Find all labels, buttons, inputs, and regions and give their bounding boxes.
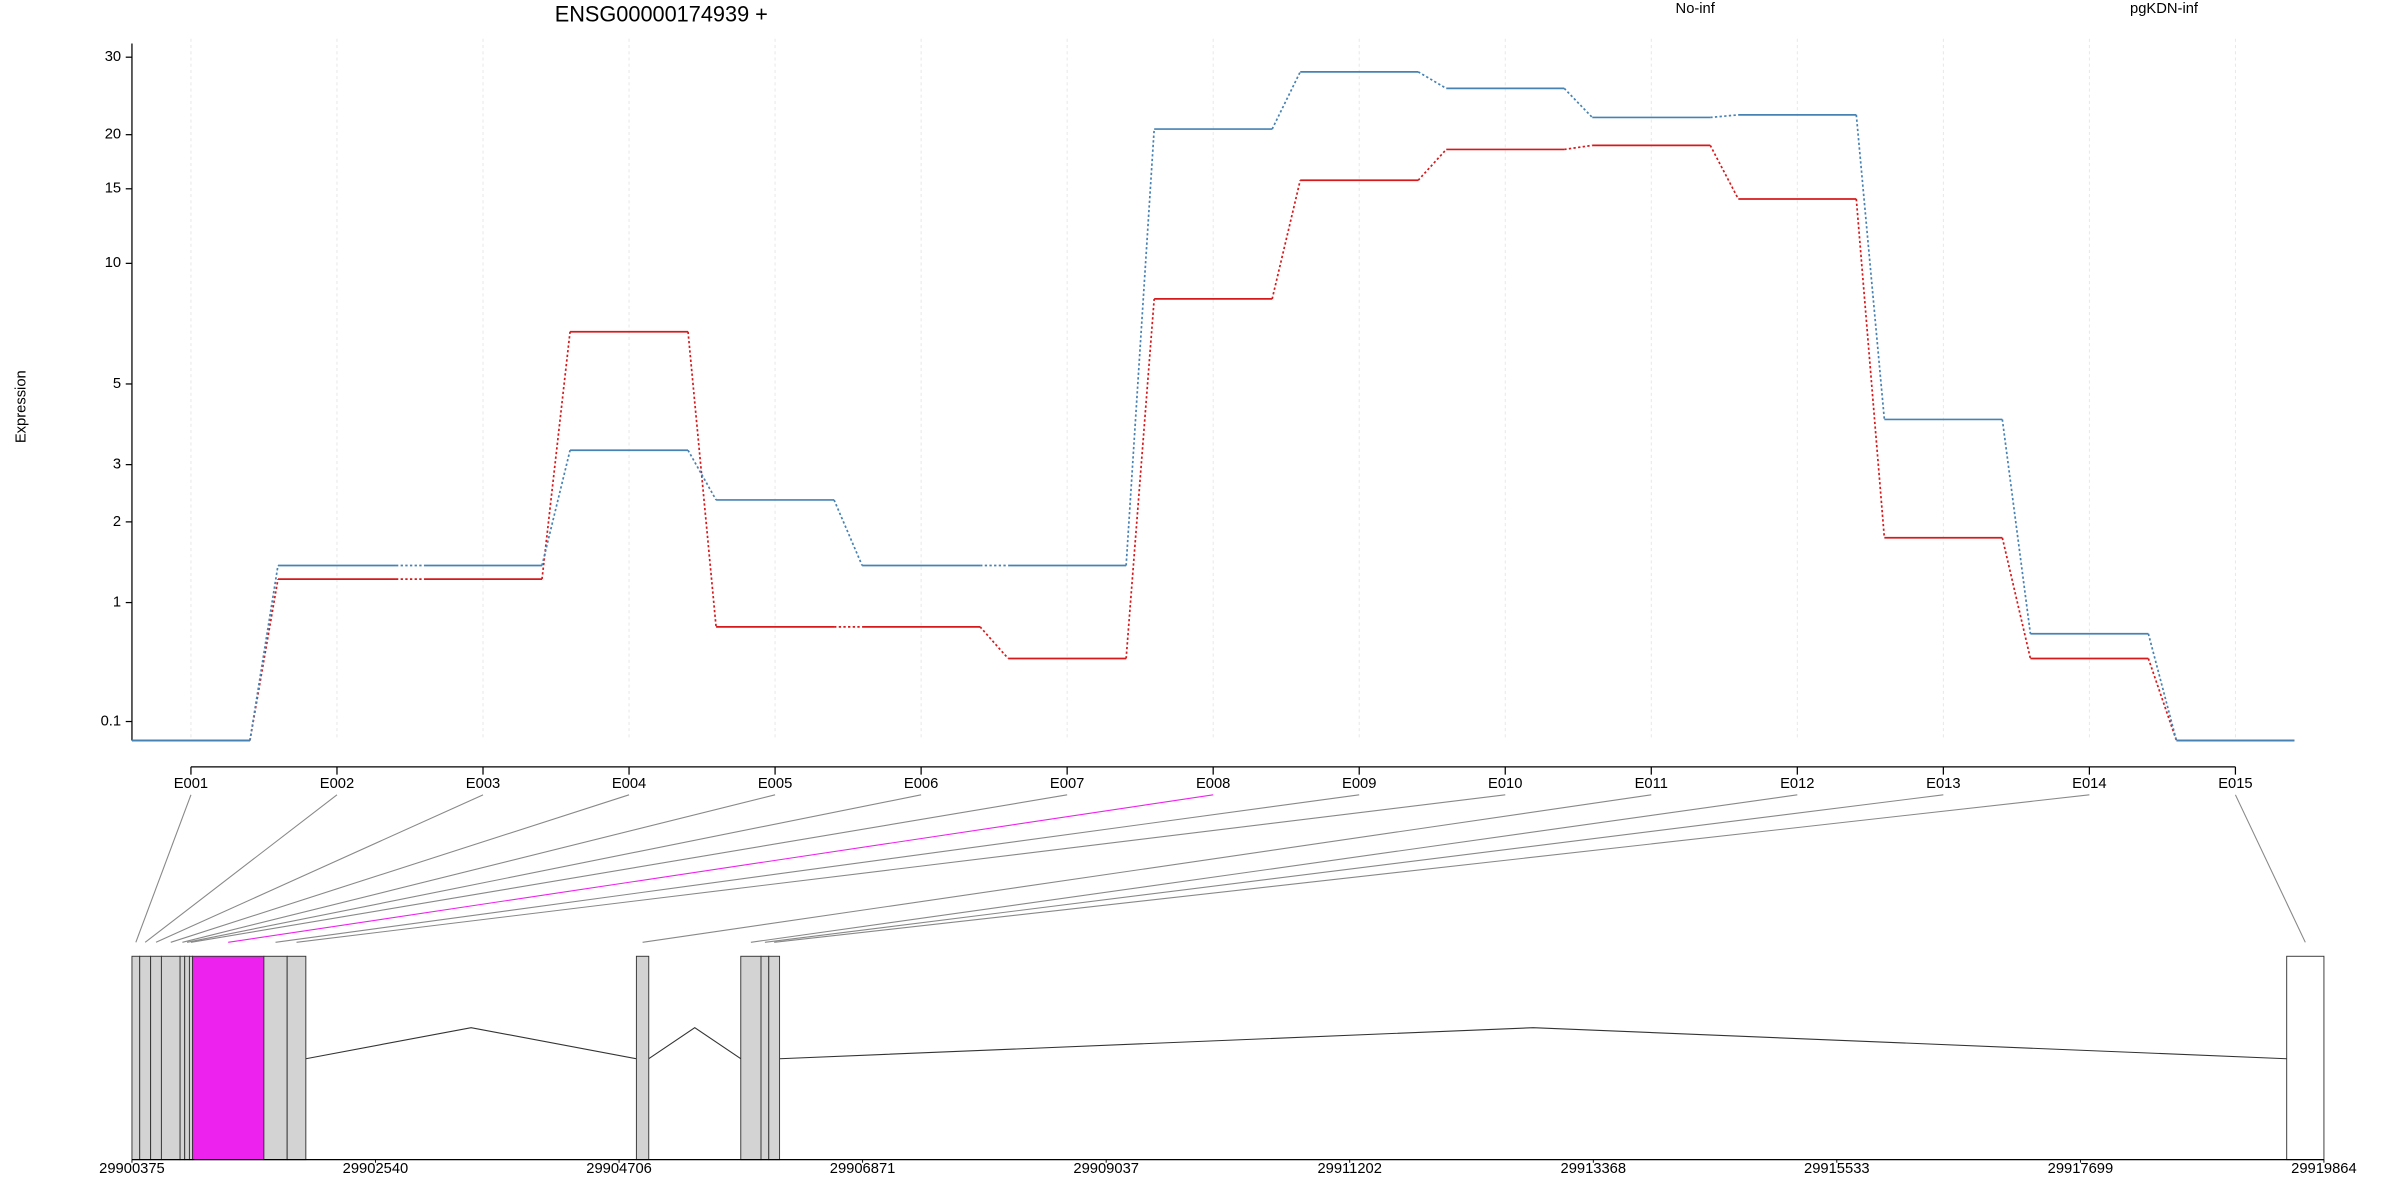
level-connector [1709,144,1740,200]
y-tick-label: 3 [113,457,121,473]
x-tick-label: E004 [612,776,646,792]
y-tick-label: 15 [105,181,121,197]
intron [648,1027,742,1060]
exon-link [155,794,484,943]
y-tick-label: 20 [105,127,121,143]
x-tick-label: E015 [2218,776,2252,792]
x-tick-label: E001 [174,776,208,792]
y-tick-label: 0.1 [101,713,121,729]
exon-link [135,794,192,943]
exon-link [190,794,1068,943]
level-connector [2147,658,2178,741]
intron [305,1027,637,1060]
exon-link [764,794,1944,943]
x-tick-label: E008 [1196,776,1230,792]
exon-link [186,794,922,943]
exon [191,955,265,1161]
level-connector [979,626,1009,660]
x-tick-label: E006 [904,776,938,792]
legend-label: pgKDN-inf [2130,1,2199,17]
y-axis-label: Expression [14,370,30,443]
level-connector [833,499,863,566]
exon [740,955,762,1161]
x-tick-label: E003 [466,776,500,792]
exon-link [144,794,338,943]
genome-tick-label: 29909037 [1073,1161,1139,1177]
exon [760,955,770,1161]
level-connector [1125,129,1156,566]
exon-link [642,794,1652,943]
exon-link [182,794,776,943]
exon-link [275,794,1360,943]
level-connector [687,449,717,501]
exon [635,955,650,1161]
exon [263,955,288,1161]
level-connector [1855,114,1886,420]
y-tick-label: 1 [113,594,121,610]
genome-tick-label: 29915533 [1804,1161,1870,1177]
x-tick-label: E014 [2072,776,2106,792]
x-tick-label: E009 [1342,776,1376,792]
y-tick-label: 5 [113,376,121,392]
level-connector [249,578,279,741]
y-tick-label: 30 [105,49,121,65]
exon-link [2234,794,2306,943]
exon-link [228,794,1214,943]
genome-tick-label: 29900375 [99,1161,165,1177]
x-tick-label: E011 [1635,776,1668,792]
level-connector [1125,298,1156,659]
level-connector [541,331,571,580]
x-tick-label: E013 [1926,776,1960,792]
chart-title: ENSG00000174939 + [555,1,768,26]
level-connector [1417,148,1447,181]
exon [179,955,186,1161]
x-tick-label: E010 [1488,776,1522,792]
y-tick-label: 2 [113,514,121,530]
exon [150,955,162,1161]
exon [139,955,152,1161]
genome-tick-label: 29911202 [1317,1161,1381,1177]
level-connector [249,565,279,741]
level-connector [1710,114,1739,119]
intron [779,1027,2287,1060]
level-connector [687,331,717,627]
exon [160,955,181,1161]
exon-link [296,794,1506,943]
exon-link [774,794,2090,943]
exon [131,955,141,1161]
x-tick-label: E002 [320,776,354,792]
level-connector [2147,633,2178,741]
genome-tick-label: 29904706 [586,1161,652,1177]
exon-link [170,794,630,943]
genome-tick-label: 29906871 [830,1161,896,1177]
level-connector [1563,87,1593,119]
genome-tick-label: 29902540 [343,1161,409,1177]
level-connector [541,450,571,566]
exon [184,955,190,1161]
level-connector [1271,71,1301,130]
x-tick-label: E012 [1780,776,1814,792]
exon [286,955,307,1161]
level-connector [1417,71,1447,90]
level-connector [2001,537,2032,659]
level-connector [2001,419,2032,634]
legend-label: No-inf [1676,1,1716,17]
genome-tick-label: 29917699 [2048,1161,2114,1177]
exon-link [750,794,1798,943]
level-connector [1855,198,1886,538]
x-tick-label: E005 [758,776,792,792]
genome-tick-label: 29919864 [2291,1161,2357,1177]
y-tick-label: 10 [105,255,121,271]
level-connector [1271,180,1302,300]
exon [768,955,781,1161]
exon [2286,955,2325,1161]
x-tick-label: E007 [1050,776,1084,792]
level-connector [1564,144,1593,151]
genome-tick-label: 29913368 [1561,1161,1627,1177]
